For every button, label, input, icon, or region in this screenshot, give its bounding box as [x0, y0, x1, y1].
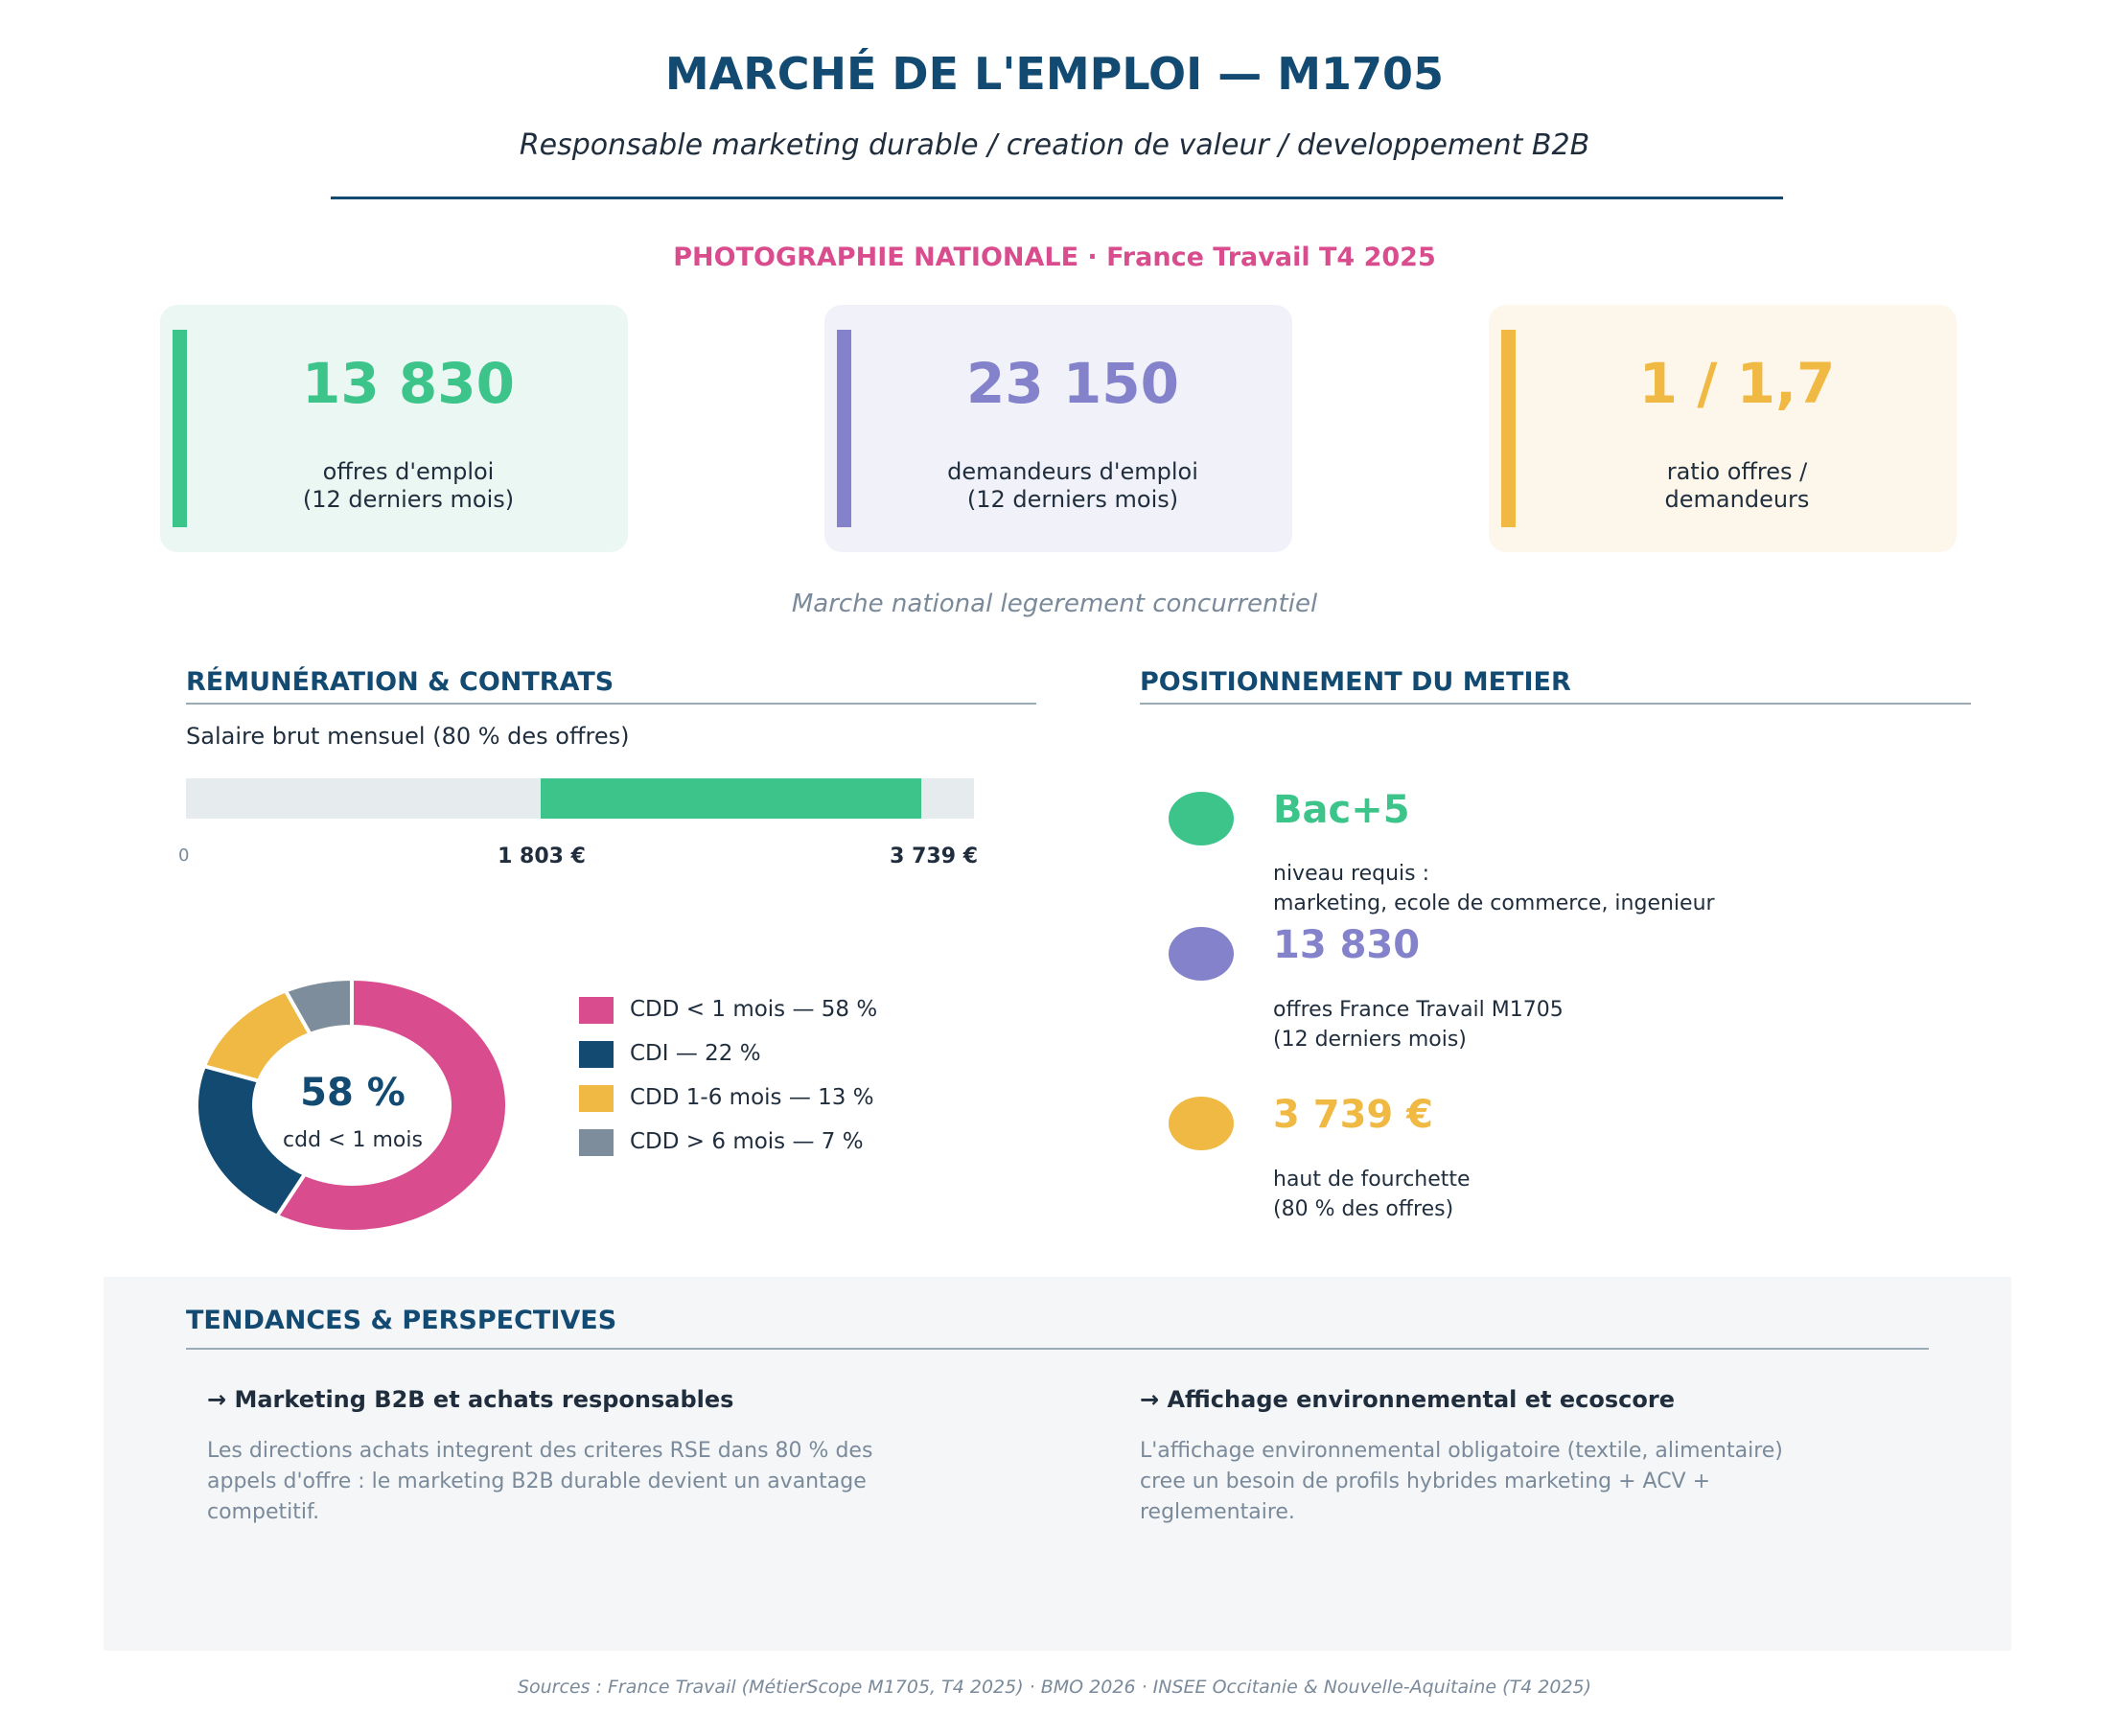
- legend-swatch: [579, 997, 614, 1024]
- kpi-label: offres d'emploi (12 derniers mois): [189, 458, 628, 514]
- section-divider: [1140, 703, 1971, 705]
- section-title-remuneration: RÉMUNÉRATION & CONTRATS: [186, 667, 614, 697]
- section-divider: [186, 1348, 1929, 1350]
- trend-body: Les directions achats integrent des crit…: [207, 1439, 873, 1524]
- trend-heading: → Affichage environnemental et ecoscore: [1140, 1386, 1675, 1413]
- positioning-dot: [1169, 792, 1234, 845]
- legend-swatch: [579, 1129, 614, 1156]
- legend-swatch: [579, 1085, 614, 1112]
- kpi-accent-bar: [173, 330, 187, 527]
- donut-center-value: 58 %: [300, 1071, 406, 1115]
- positioning-label-line2: (80 % des offres): [1273, 1197, 1454, 1221]
- section-divider: [186, 703, 1036, 705]
- positioning-label: haut de fourchette (80 % des offres): [1273, 1165, 1471, 1224]
- kpi-accent-bar: [1501, 330, 1516, 527]
- positioning-dot: [1169, 927, 1234, 981]
- kpi-value: 1 / 1,7: [1638, 351, 1836, 416]
- kpi-label-line1: offres d'emploi: [322, 458, 495, 485]
- positioning-label-line1: offres France Travail M1705: [1273, 998, 1564, 1022]
- kpi-value: 23 150: [966, 351, 1179, 416]
- kpi-value: 13 830: [302, 351, 515, 416]
- donut-slice-3: [283, 976, 354, 1037]
- trends-panel: [104, 1277, 2011, 1651]
- national-heading: PHOTOGRAPHIE NATIONALE · France Travail …: [673, 243, 1436, 272]
- section-title-positionnement: POSITIONNEMENT DU METIER: [1140, 667, 1571, 697]
- section-title-tendances: TENDANCES & PERSPECTIVES: [186, 1306, 617, 1335]
- salary-axis-zero: 0: [178, 845, 190, 866]
- positioning-label: niveau requis : marketing, ecole de comm…: [1273, 859, 1715, 918]
- salary-label: Salaire brut mensuel (80 % des offres): [186, 723, 630, 750]
- kpi-label-line2: (12 derniers mois): [966, 486, 1179, 513]
- positioning-label-line1: haut de fourchette: [1273, 1168, 1471, 1192]
- positioning-label: offres France Travail M1705 (12 derniers…: [1273, 995, 1564, 1054]
- legend-label: CDD > 6 mois — 7 %: [630, 1129, 864, 1154]
- kpi-label-line2: (12 derniers mois): [302, 486, 515, 513]
- salary-range-bar: [541, 778, 921, 819]
- legend-label: CDD < 1 mois — 58 %: [630, 997, 878, 1022]
- positioning-label-line2: (12 derniers mois): [1273, 1028, 1467, 1052]
- kpi-accent-bar: [837, 330, 851, 527]
- kpi-card-demandeurs: 23 150 demandeurs d'emploi (12 derniers …: [824, 305, 1292, 552]
- positioning-value: 13 830: [1273, 923, 1421, 967]
- legend-swatch: [579, 1041, 614, 1068]
- salary-max-label: 3 739 €: [890, 845, 978, 868]
- kpi-card-ratio: 1 / 1,7 ratio offres / demandeurs: [1489, 305, 1957, 552]
- contracts-donut-chart: [195, 976, 509, 1234]
- positioning-dot: [1169, 1097, 1234, 1150]
- donut-center-label: cdd < 1 mois: [283, 1128, 423, 1152]
- sources-footer: Sources : France Travail (MétierScope M1…: [517, 1677, 1592, 1698]
- donut-slice-1: [195, 1063, 308, 1219]
- kpi-card-offres: 13 830 offres d'emploi (12 derniers mois…: [160, 305, 628, 552]
- salary-min-label: 1 803 €: [498, 845, 586, 868]
- kpi-label-line1: demandeurs d'emploi: [947, 458, 1198, 485]
- positioning-value: 3 739 €: [1273, 1093, 1434, 1137]
- page-title: MARCHÉ DE L'EMPLOI — M1705: [664, 48, 1445, 100]
- kpi-label-line2: demandeurs: [1664, 486, 1810, 513]
- kpi-label: ratio offres / demandeurs: [1518, 458, 1957, 514]
- legend-label: CDI — 22 %: [630, 1041, 761, 1066]
- positioning-label-line1: niveau requis :: [1273, 862, 1430, 886]
- market-note: Marche national legerement concurrentiel: [791, 590, 1318, 618]
- positioning-value: Bac+5: [1273, 788, 1410, 832]
- trend-body: L'affichage environnemental obligatoire …: [1140, 1439, 1783, 1524]
- positioning-label-line2: marketing, ecole de commerce, ingenieur: [1273, 891, 1715, 915]
- page-subtitle: Responsable marketing durable / creation…: [519, 128, 1590, 162]
- legend-label: CDD 1-6 mois — 13 %: [630, 1085, 874, 1110]
- trend-heading: → Marketing B2B et achats responsables: [207, 1386, 734, 1413]
- title-divider: [331, 197, 1783, 199]
- kpi-label: demandeurs d'emploi (12 derniers mois): [853, 458, 1292, 514]
- kpi-label-line1: ratio offres /: [1666, 458, 1808, 485]
- donut-slice-0: [273, 976, 509, 1234]
